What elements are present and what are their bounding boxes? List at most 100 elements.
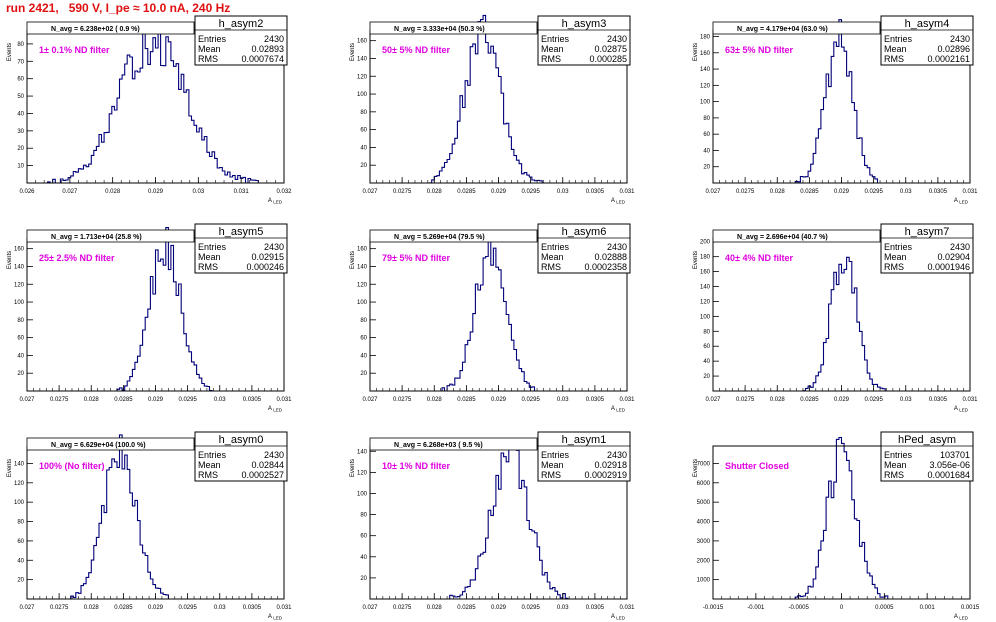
stats-value: 0.02844 — [251, 460, 284, 470]
y-tick-label: 100 — [700, 100, 711, 106]
x-tick-label: 0.031 — [962, 189, 978, 195]
stats-value: 2430 — [607, 242, 627, 252]
x-tick-label: 0.0285 — [114, 397, 133, 403]
x-tick-label: 0.03 — [557, 189, 569, 195]
x-tick-label: 0.0305 — [243, 397, 262, 403]
y-tick-label: 20 — [360, 576, 367, 582]
y-axis-label: Events — [7, 43, 13, 61]
y-tick-label: 120 — [700, 83, 711, 89]
y-tick-label: 1000 — [697, 578, 711, 584]
y-axis-label: Events — [7, 251, 13, 269]
x-tick-label: 0.0295 — [864, 397, 883, 403]
stats-box — [537, 431, 631, 482]
y-tick-label: 6000 — [697, 481, 711, 487]
x-tick-label: 0.031 — [234, 189, 250, 195]
histogram-name: h_asym2 — [219, 18, 264, 30]
x-axis-label-subscript: LED — [616, 616, 626, 621]
x-tick-label: 0.031 — [619, 189, 635, 195]
stats-value: 0.0002358 — [584, 262, 627, 272]
x-tick-label: 0.0015 — [961, 605, 980, 611]
histogram-panel-h_asym4: 0.027 0.0275 0.028 0.0285 0.029 0.0295 0.03 0.0… — [693, 15, 978, 205]
y-tick-label: 20 — [360, 163, 367, 169]
annotation-box — [26, 21, 195, 35]
x-tick-label: 0.03 — [900, 189, 912, 195]
x-tick-label: 0.027 — [19, 397, 35, 403]
y-tick-label: 120 — [14, 481, 25, 487]
stats-label: RMS — [541, 54, 561, 64]
stats-value: 0.0002527 — [241, 470, 284, 480]
x-tick-label: 0.0275 — [393, 605, 412, 611]
y-tick-label: 40 — [17, 111, 24, 117]
x-axis-label-subscript: LED — [959, 616, 969, 621]
x-tick-label: -0.0005 — [788, 605, 809, 611]
y-axis-label: Events — [7, 459, 13, 477]
y-tick-label: 200 — [700, 240, 711, 246]
x-tick-label: 0.0275 — [50, 605, 69, 611]
x-tick-label: 0.0285 — [800, 189, 819, 195]
x-tick-label: 0.0275 — [393, 189, 412, 195]
x-tick-label: 0.031 — [276, 397, 292, 403]
y-tick-label: 20 — [703, 165, 710, 171]
x-axis-label-subscript: LED — [273, 408, 283, 413]
y-tick-label: 100 — [357, 300, 368, 306]
histogram-panel-h_asym3: 0.027 0.0275 0.028 0.0285 0.029 0.0295 0.03 0.0… — [350, 14, 635, 205]
x-tick-label: 0.0285 — [457, 605, 476, 611]
y-tick-label: 160 — [700, 270, 711, 276]
y-tick-label: 5000 — [697, 500, 711, 506]
x-tick-label: 0.028 — [427, 189, 443, 195]
x-tick-label: 0.0285 — [457, 397, 476, 403]
x-axis-label: A LED — [954, 614, 969, 621]
histogram-name: hPed_asym — [898, 434, 956, 446]
annotation-box — [712, 21, 881, 35]
x-tick-label: 0.027 — [19, 605, 35, 611]
stats-box — [194, 223, 288, 274]
x-tick-label: 0.028 — [427, 397, 443, 403]
histogram-name: h_asym5 — [219, 226, 264, 238]
y-tick-label: 120 — [357, 74, 368, 80]
x-tick-label: 0.029 — [148, 189, 164, 195]
x-tick-label: 0.027 — [705, 397, 721, 403]
y-tick-label: 160 — [700, 51, 711, 57]
annotation-text: N_avg = 6.238e+02 ( 0.9 %) — [51, 26, 140, 33]
stats-label: Mean — [541, 252, 564, 262]
stats-label: Mean — [198, 460, 221, 470]
stats-label: Mean — [198, 252, 221, 262]
x-tick-label: 0.028 — [427, 605, 443, 611]
x-axis-label-subscript: LED — [959, 200, 969, 205]
stats-box — [880, 431, 974, 482]
stats-label: RMS — [884, 54, 904, 64]
filter-label: 79± 5% ND filter — [382, 253, 450, 263]
x-tick-label: 0.028 — [105, 189, 121, 195]
histogram-bars — [713, 256, 970, 392]
histogram-panel-hPed_asym: -0.0015 -0.001 -0.0005 0 0.0005 0.001 0.0015 10… — [693, 431, 980, 621]
y-tick-label: 40 — [703, 359, 710, 365]
x-tick-label: 0.03 — [214, 605, 226, 611]
x-axis-label: A LED — [611, 406, 626, 413]
histogram-name: h_asym3 — [562, 18, 607, 30]
y-tick-label: 20 — [17, 578, 24, 584]
annotation-text: N_avg = 2.696e+04 (40.7 %) — [737, 234, 828, 241]
y-tick-label: 160 — [357, 247, 368, 253]
stats-value: 2430 — [607, 450, 627, 460]
y-tick-label: 80 — [17, 42, 24, 48]
x-tick-label: 0.0295 — [521, 397, 540, 403]
filter-label: 10± 1% ND filter — [382, 461, 450, 471]
stats-value: 2430 — [607, 34, 627, 44]
x-tick-label: 0.0295 — [521, 189, 540, 195]
x-axis-label-subscript: LED — [273, 616, 283, 621]
stats-box — [880, 15, 974, 66]
x-tick-label: 0.0305 — [586, 605, 605, 611]
stats-box — [880, 223, 974, 274]
annotation-text: N_avg = 5.269e+04 (79.5 %) — [394, 234, 485, 241]
x-tick-label: 0.029 — [148, 605, 164, 611]
y-axis-label: Events — [693, 251, 699, 269]
x-tick-label: 0.0305 — [929, 397, 948, 403]
y-tick-label: 180 — [700, 35, 711, 41]
y-tick-label: 60 — [703, 344, 710, 350]
filter-label: 63± 5% ND filter — [725, 45, 793, 55]
stats-value: 0.02918 — [594, 460, 627, 470]
stats-value: 0.0002161 — [927, 54, 970, 64]
x-tick-label: 0.028 — [770, 189, 786, 195]
histogram-bars — [27, 25, 284, 184]
